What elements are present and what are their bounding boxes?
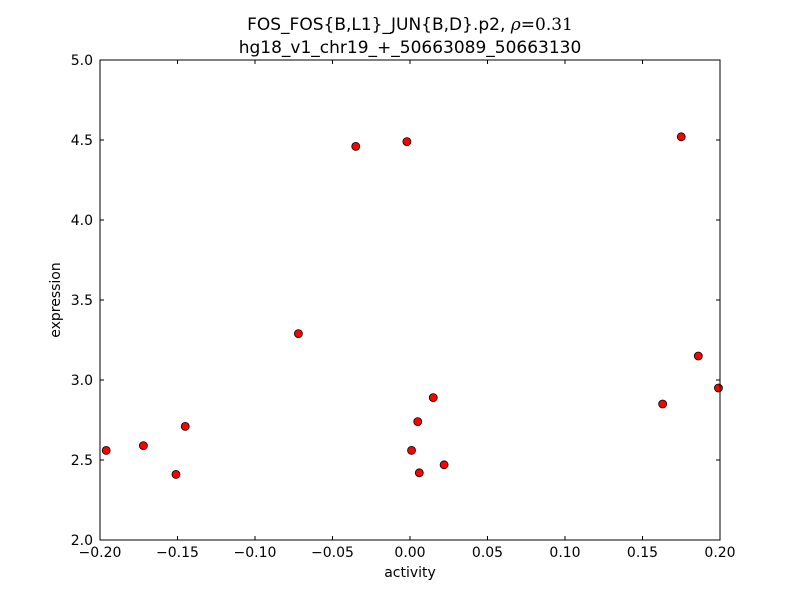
y-tick-label: 4.5 — [71, 133, 93, 149]
data-point — [714, 383, 723, 393]
axis-ticks: −0.20 −0.15 −0.10 −0.05 0.00 0.05 0.10 0.15 0.20… — [71, 53, 736, 561]
data-point — [676, 132, 686, 142]
x-axis-label: activity — [384, 565, 436, 581]
chart-title-line-1: FOS_FOS{B,L1}_JUN{B,D}.p2, ρ=0.31 — [247, 15, 573, 35]
data-point — [658, 399, 668, 409]
data-point — [180, 421, 190, 431]
x-tick-label: −0.15 — [156, 545, 199, 561]
x-tick-label: 0.10 — [549, 545, 580, 561]
y-tick-label: 4.0 — [71, 213, 93, 229]
x-tick-label: 0.00 — [394, 545, 425, 561]
x-tick-label: 0.20 — [704, 545, 735, 561]
plot-frame — [99, 59, 721, 541]
y-tick-label: 2.0 — [71, 533, 93, 549]
x-tick-label: −0.05 — [311, 545, 354, 561]
chart-title-rho-symbol: ρ — [510, 15, 521, 35]
x-tick-label: −0.10 — [234, 545, 277, 561]
y-tick-label: 2.5 — [71, 453, 93, 469]
data-point — [171, 469, 181, 479]
y-tick-label: 3.5 — [71, 293, 93, 309]
data-point — [407, 445, 416, 455]
data-point — [293, 329, 303, 339]
data-point — [351, 141, 361, 151]
x-tick-label: −0.20 — [79, 545, 122, 561]
data-points — [101, 132, 723, 479]
data-point — [439, 460, 449, 470]
data-point — [101, 445, 111, 455]
chart-title-line-2: hg18_v1_chr19_+_50663089_50663130 — [239, 38, 582, 58]
x-tick-label: 0.15 — [627, 545, 658, 561]
chart-title-rho-value: =0.31 — [521, 15, 573, 35]
data-point — [693, 351, 703, 361]
data-point — [413, 417, 423, 427]
data-point — [138, 441, 148, 451]
data-point — [428, 393, 438, 403]
chart-title-prefix: FOS_FOS{B,L1}_JUN{B,D}.p2, — [247, 15, 511, 35]
data-point — [402, 137, 412, 147]
y-axis-label: expression — [48, 262, 64, 338]
y-tick-label: 3.0 — [71, 373, 93, 389]
x-tick-label: 0.05 — [472, 545, 503, 561]
y-tick-label: 5.0 — [71, 53, 93, 69]
data-point — [414, 468, 424, 478]
